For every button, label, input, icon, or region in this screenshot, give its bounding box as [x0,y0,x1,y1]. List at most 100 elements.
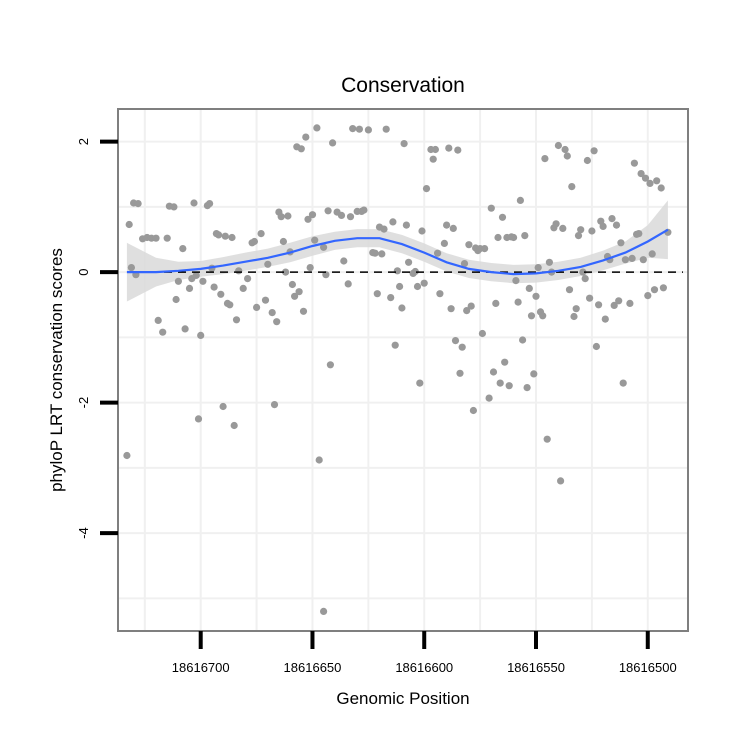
data-point [273,318,281,326]
data-point [422,185,431,193]
data-point [282,268,290,276]
data-point [458,343,466,351]
data-point [498,213,507,221]
data-point [344,280,352,288]
data-point [250,237,258,246]
data-point [239,284,247,292]
data-point [590,147,598,155]
data-point [163,234,171,242]
data-point [445,144,453,152]
data-point [451,337,460,345]
x-tick-label: 18616600 [395,660,453,675]
data-point [588,227,596,235]
data-point [329,139,337,147]
data-point [653,177,661,185]
data-point [552,220,560,228]
x-tick-label: 18616550 [507,660,565,675]
data-point [519,336,527,344]
y-tick-label: 0 [76,268,91,275]
data-point [235,267,243,275]
data-point [134,200,142,208]
data-point [297,145,305,153]
data-point [487,204,495,212]
data-point [123,451,131,460]
data-point [469,406,477,415]
data-point [371,249,379,257]
data-point [261,296,270,304]
data-point [539,312,547,320]
data-point [574,232,583,240]
data-point [646,179,654,187]
data-point [378,250,386,258]
data-point [595,301,603,309]
data-point [217,290,225,298]
x-tick-label: 18616650 [284,660,342,675]
data-point [505,382,513,390]
data-point [125,220,133,229]
data-point [521,232,529,240]
data-point [478,329,486,338]
data-point [382,125,390,133]
data-point [206,200,214,208]
y-axis-ticks: -4 -2 0 2 [76,138,118,539]
data-point [396,282,404,291]
data-point [244,275,252,283]
data-point [174,277,182,285]
data-point [340,257,348,265]
data-point [324,207,332,215]
data-point [496,379,504,387]
data-point [228,233,236,242]
data-point [516,196,525,204]
data-point [306,264,314,272]
data-point [628,254,636,262]
data-point [268,309,276,317]
data-point [302,133,310,141]
x-tick-label: 18616500 [619,660,677,675]
data-point [197,331,205,339]
data-point [630,159,639,167]
data-point [460,260,469,268]
data-point [299,307,308,315]
data-point [559,224,567,232]
data-point [411,267,419,276]
x-axis-ticks: 18616700 18616650 18616600 18616550 18616500 [172,631,677,675]
data-point [210,283,218,291]
data-point [626,299,634,307]
data-point [465,241,473,249]
data-point [291,292,299,300]
data-point [313,124,321,132]
y-axis-label: phyloP LRT conservation scores [47,248,66,492]
confidence-band [126,200,668,302]
data-point [416,379,424,387]
data-point [563,152,571,160]
data-point [612,221,621,229]
data-point [543,435,551,443]
data-point [570,312,578,321]
data-point [436,290,444,298]
data-point [364,126,372,134]
data-point [586,294,594,302]
data-point [554,141,563,150]
data-point [489,368,498,376]
data-point [650,286,659,294]
data-point [525,284,533,292]
x-tick-label: 18616700 [172,660,230,675]
data-point [230,421,238,430]
data-point [154,316,162,324]
data-point [621,256,630,264]
data-point [530,370,538,378]
data-point [295,288,303,296]
data-point [226,301,234,309]
data-point [481,245,489,253]
data-point [608,215,616,223]
data-point [501,358,509,366]
data-point [583,156,592,165]
data-point [443,221,451,229]
data-point [405,258,413,266]
data-point [326,361,334,369]
data-point [172,295,180,304]
data-point [308,211,317,219]
data-point [568,183,576,191]
data-point [181,325,189,333]
data-point [279,237,287,246]
